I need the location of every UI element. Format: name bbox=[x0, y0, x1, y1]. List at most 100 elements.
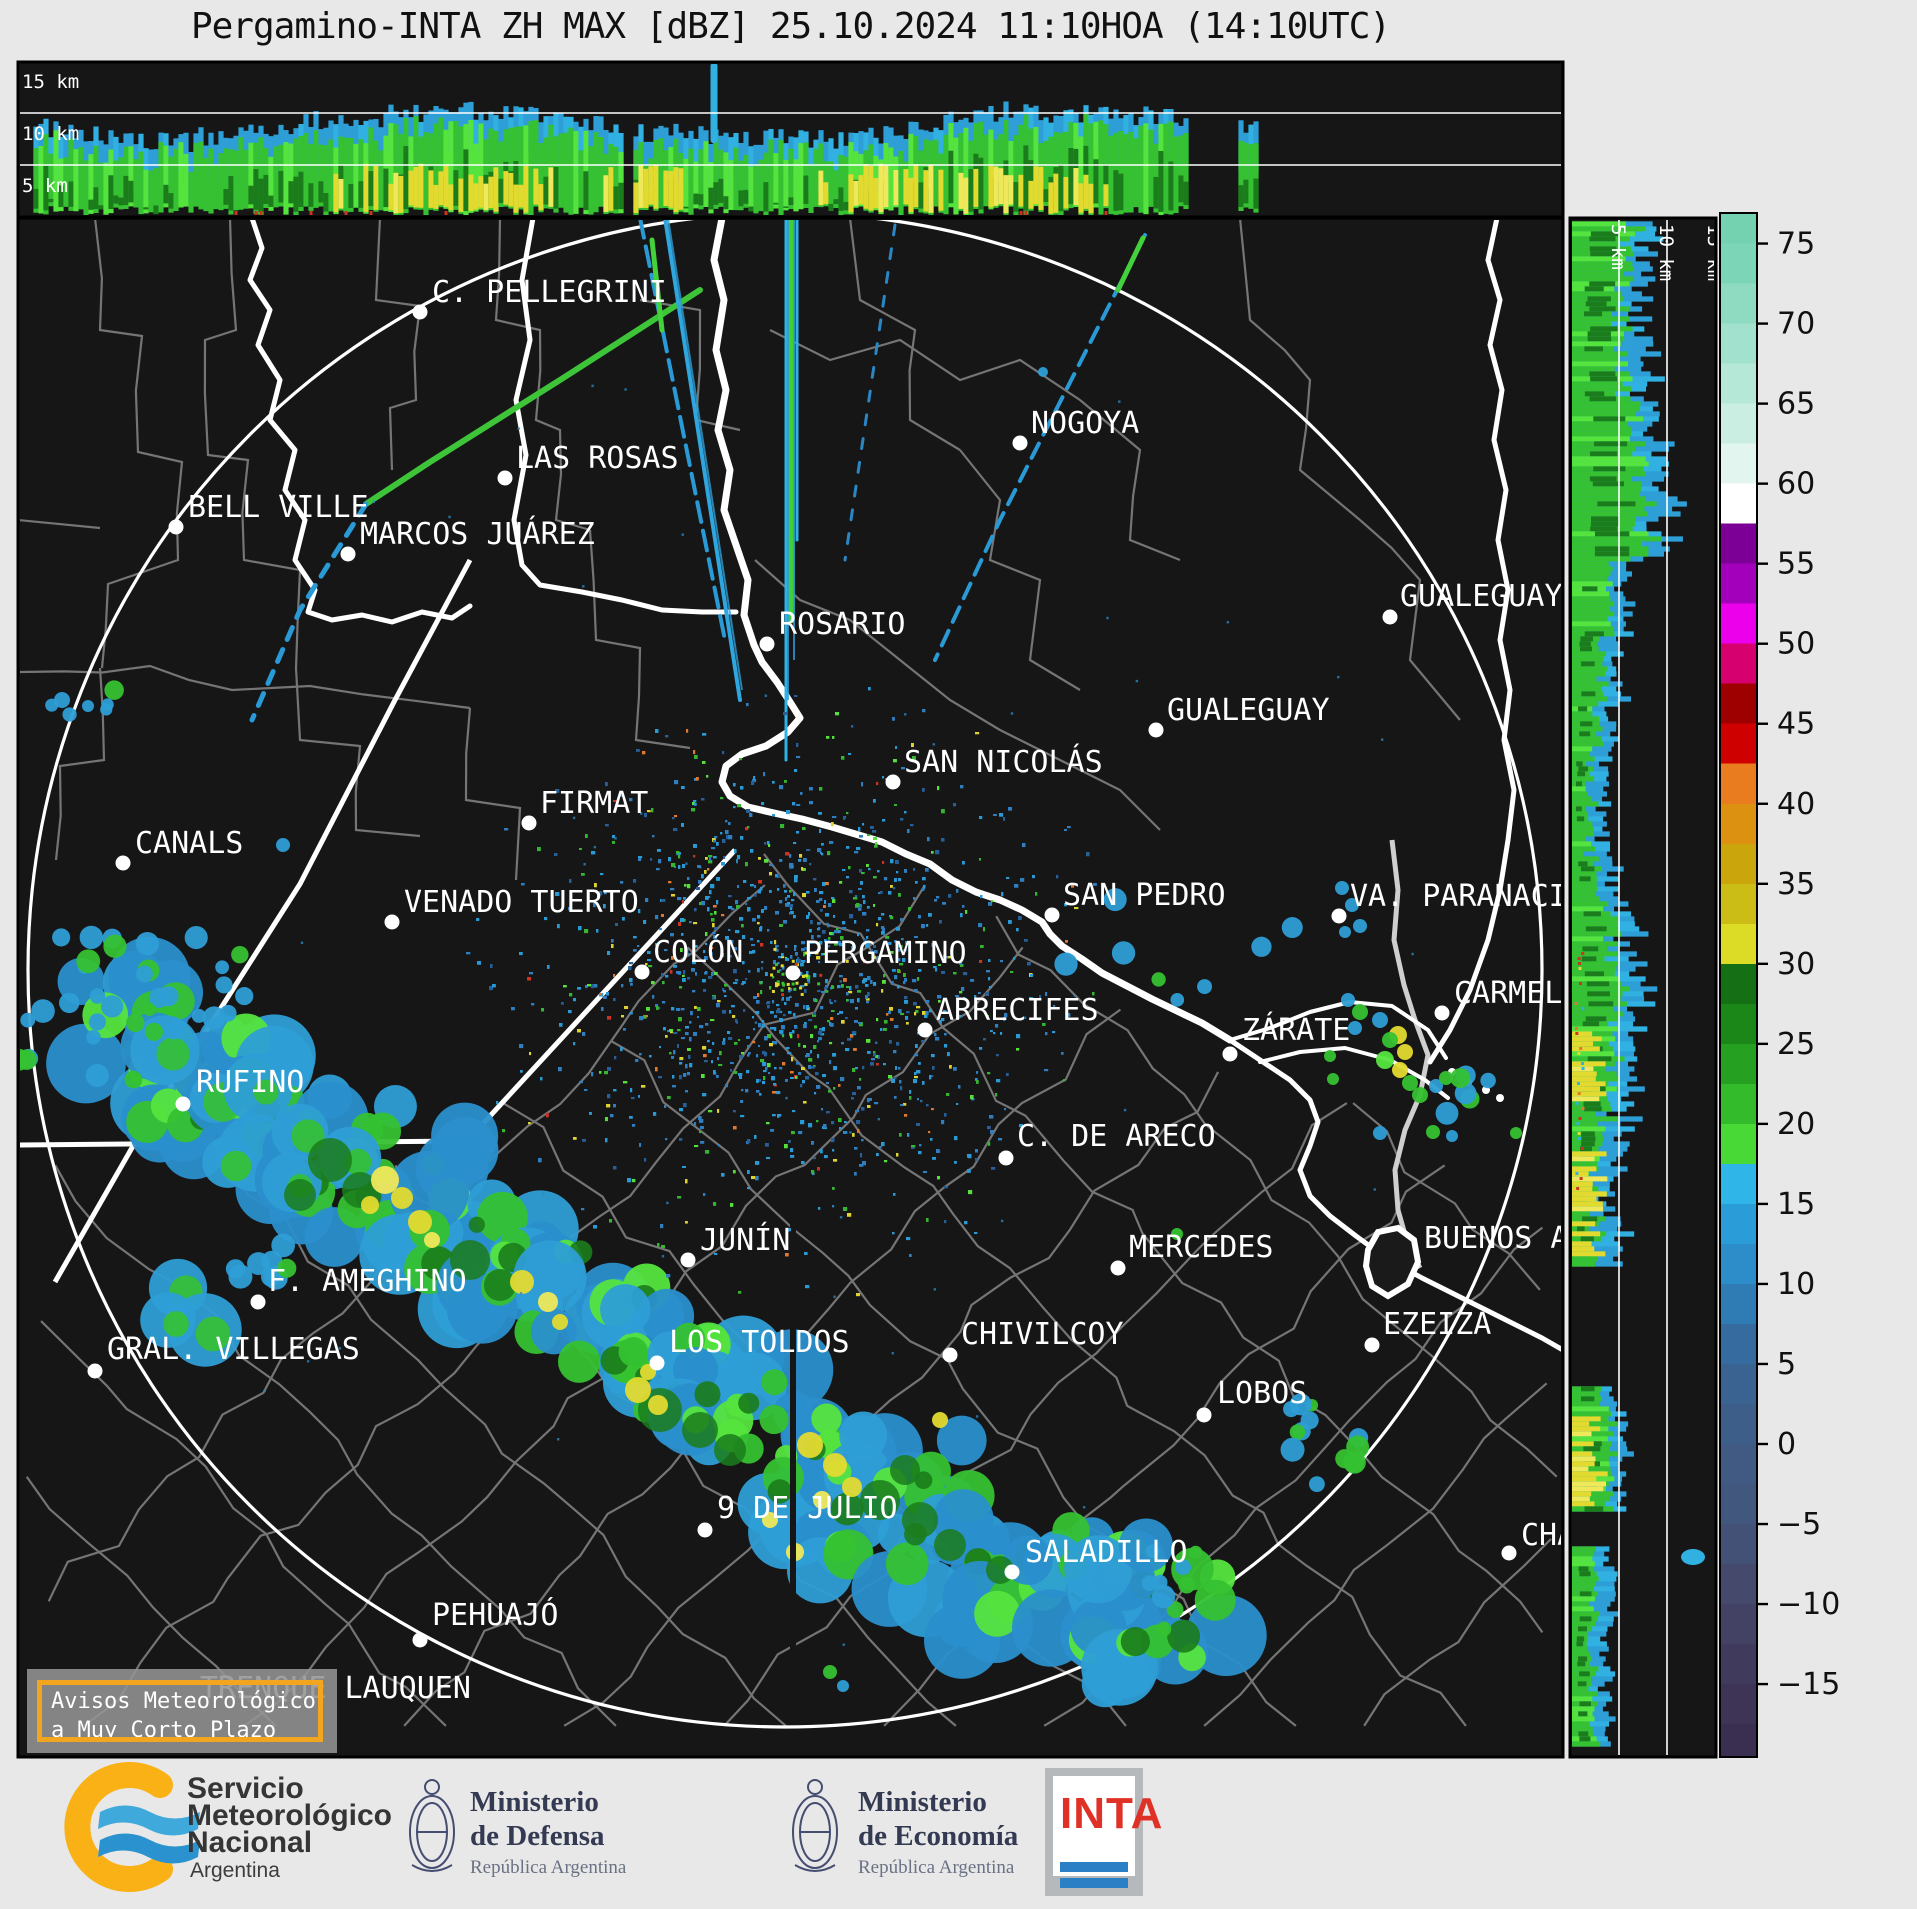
city-label: RUFINO bbox=[196, 1065, 304, 1100]
colorbar-tick-label: 70 bbox=[1777, 307, 1815, 342]
city-dot bbox=[115, 855, 131, 871]
colorbar-tick-label: 45 bbox=[1777, 707, 1815, 742]
city-label: LAS ROSAS bbox=[516, 441, 679, 476]
province-border bbox=[52, 558, 473, 1284]
colorbar-tick-label: −5 bbox=[1777, 1507, 1821, 1542]
city-label: F. AMEGHINO bbox=[268, 1264, 467, 1299]
city-label: MARCOS JUÁREZ bbox=[360, 516, 595, 552]
city-dot bbox=[885, 774, 901, 790]
warning-line1: Avisos Meteorológicos bbox=[51, 1689, 323, 1714]
city-label: ARRECIFES bbox=[936, 993, 1099, 1028]
altitude-label: 5 km bbox=[22, 175, 68, 197]
city-dot bbox=[175, 1096, 191, 1112]
city-dot bbox=[1196, 1407, 1212, 1423]
city-dot bbox=[521, 815, 537, 831]
city-dot bbox=[1501, 1545, 1517, 1561]
inta-word: INTA bbox=[1060, 1789, 1164, 1838]
smn-logo-icon bbox=[64, 1762, 200, 1892]
city-dot bbox=[759, 636, 775, 652]
city-label: SAN PEDRO bbox=[1063, 878, 1226, 913]
altitude-label: 15 km bbox=[22, 71, 79, 93]
city-label: ZÁRATE bbox=[1242, 1012, 1350, 1048]
precipitation-echoes bbox=[20, 220, 1522, 1708]
city-label: PERGAMINO bbox=[804, 936, 967, 971]
footer-logos: Servicio Meteorológico Nacional Argentina … bbox=[0, 1757, 1917, 1909]
city-dot bbox=[1364, 1337, 1380, 1353]
radar-range-ring bbox=[26, 220, 1544, 1729]
city-label: GRAL. VILLEGAS bbox=[107, 1332, 360, 1367]
interference-spike bbox=[638, 220, 727, 642]
city-dot bbox=[1331, 908, 1347, 924]
river bbox=[1227, 1037, 1561, 1352]
city-dot bbox=[1222, 1046, 1238, 1062]
city-label: CHIVILCOY bbox=[961, 1317, 1124, 1352]
city-dot bbox=[697, 1522, 713, 1538]
city-label: CANALS bbox=[135, 826, 243, 861]
city-dot bbox=[412, 1632, 428, 1648]
city-label: JUNÍN bbox=[700, 1222, 790, 1258]
city-dot bbox=[649, 1355, 665, 1371]
colorbar-tick-label: −15 bbox=[1777, 1667, 1840, 1702]
city-dot bbox=[168, 519, 184, 535]
city-dot bbox=[1434, 1005, 1450, 1021]
city-dot bbox=[250, 1294, 266, 1310]
city-label: GUALEGUAYCHÚ bbox=[1400, 577, 1617, 614]
smn-subtitle: Argentina bbox=[190, 1859, 280, 1882]
interference-spike bbox=[933, 233, 1147, 662]
colorbar-tick-label: 25 bbox=[1777, 1027, 1815, 1062]
city-label: ROSARIO bbox=[779, 607, 905, 642]
warning-box[interactable]: Avisos Meteorológicos a Muy Corto Plazo bbox=[27, 1669, 337, 1753]
city-label: MERCEDES bbox=[1129, 1230, 1274, 1265]
defensa-name: Ministerio de Defensa bbox=[470, 1786, 605, 1852]
altitude-label: 10 km bbox=[1655, 224, 1677, 281]
defensa-crest-icon bbox=[409, 1779, 455, 1872]
city-dot bbox=[942, 1347, 958, 1363]
page-title: Pergamino-INTA ZH MAX [dBZ] 25.10.2024 1… bbox=[190, 6, 1391, 47]
colorbar-tick-label: 55 bbox=[1777, 547, 1815, 582]
city-dot bbox=[340, 546, 356, 562]
interference-spike bbox=[1115, 235, 1146, 293]
colorbar-tick-label: 10 bbox=[1777, 1267, 1815, 1302]
city-dot bbox=[412, 304, 428, 320]
city-label: PEHUAJÓ bbox=[432, 1596, 558, 1633]
river bbox=[511, 220, 739, 615]
city-dot bbox=[680, 1252, 696, 1268]
city-dot bbox=[1110, 1260, 1126, 1276]
colorbar-tick-label: 50 bbox=[1777, 627, 1815, 662]
buenos-aires-city-outline bbox=[1362, 1224, 1422, 1300]
city-label: COLÓN bbox=[653, 933, 743, 970]
altitude-label: 5 km bbox=[1607, 224, 1629, 270]
city-dot bbox=[998, 1150, 1014, 1166]
altitude-label: 10 km bbox=[22, 123, 79, 145]
city-dot bbox=[1148, 722, 1164, 738]
colorbar-tick-label: 75 bbox=[1777, 227, 1815, 262]
city-label: VENADO TUERTO bbox=[404, 885, 639, 920]
city-dot bbox=[1004, 1564, 1020, 1580]
right-panel-echoes: 5 km 10 km 15 km bbox=[1572, 220, 1725, 1755]
city-label: CHASCOMÚS bbox=[1521, 1516, 1684, 1553]
river bbox=[1427, 220, 1517, 1065]
city-label: NOGOYA bbox=[1031, 406, 1139, 441]
altitude-label: 15 km bbox=[1703, 224, 1725, 281]
city-dot bbox=[497, 470, 513, 486]
city-label: EZEIZA bbox=[1383, 1307, 1491, 1342]
city-label: VA. PARANACITO bbox=[1350, 879, 1603, 914]
city-label: FIRMAT bbox=[540, 786, 648, 821]
colorbar-tick-label: 40 bbox=[1777, 787, 1815, 822]
colorbar-tick-label: 0 bbox=[1777, 1427, 1796, 1462]
interference-spike bbox=[249, 501, 369, 723]
city-dot bbox=[1012, 435, 1028, 451]
interference-spike bbox=[843, 223, 897, 562]
footer-art bbox=[64, 1762, 1143, 1896]
city-dot bbox=[384, 914, 400, 930]
city-dot bbox=[917, 1022, 933, 1038]
inta-logo-icon bbox=[1045, 1768, 1143, 1896]
river bbox=[710, 220, 1234, 1044]
interference-spike bbox=[649, 237, 665, 333]
city-label: LOBOS bbox=[1217, 1376, 1307, 1411]
interference-spike bbox=[363, 287, 703, 507]
city-dot bbox=[785, 965, 801, 981]
